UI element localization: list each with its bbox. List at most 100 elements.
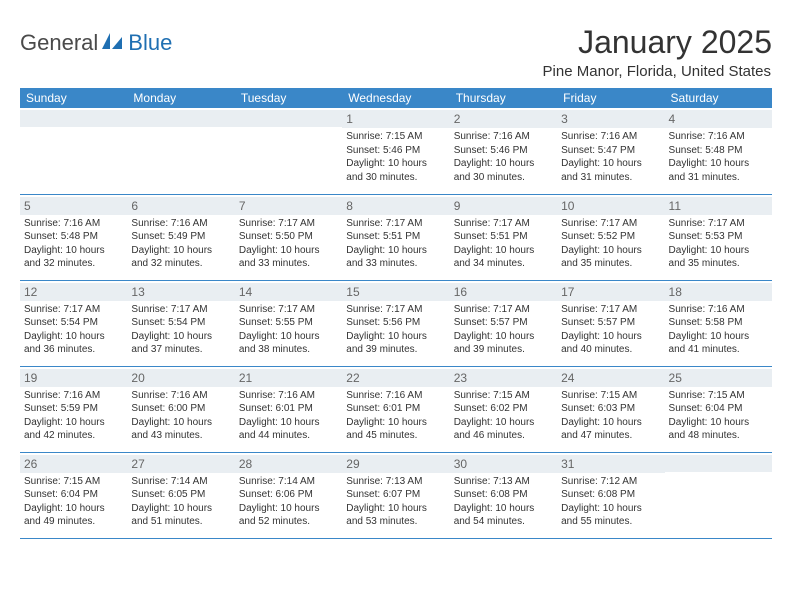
day-details: Sunrise: 7:16 AMSunset: 6:01 PMDaylight:… [346, 389, 445, 443]
page-title: January 2025 [578, 24, 772, 61]
day-number: 2 [450, 110, 557, 128]
calendar-day-cell: 15 Sunrise: 7:17 AMSunset: 5:56 PMDayligh… [342, 280, 449, 366]
calendar-day-cell: 17Sunrise: 7:17 AMSunset: 5:57 PMDayligh… [557, 280, 664, 366]
location-text: Pine Manor, Florida, United States [20, 63, 772, 80]
day-details: Sunrise: 7:16 AMSunset: 5:59 PMDaylight:… [24, 389, 123, 443]
calendar-day-cell: 22 Sunrise: 7:16 AMSunset: 6:01 PMDayligh… [342, 366, 449, 452]
day-number: 13 [127, 283, 234, 301]
calendar-day-cell: 10Sunrise: 7:17 AMSunset: 5:52 PMDayligh… [557, 194, 664, 280]
day-number: 6 [127, 197, 234, 215]
day-details: Sunrise: 7:17 AMSunset: 5:55 PMDaylight:… [239, 303, 338, 357]
calendar-day-cell: 21Sunrise: 7:16 AMSunset: 6:01 PMDayligh… [235, 366, 342, 452]
calendar-week-row: 12Sunrise: 7:17 AMSunset: 5:54 PMDayligh… [20, 280, 772, 366]
calendar-day-cell: 13 Sunrise: 7:17 AMSunset: 5:54 PMDayligh… [127, 280, 234, 366]
day-details: Sunrise: 7:17 AMSunset: 5:54 PMDaylight:… [24, 303, 123, 357]
day-details: Sunrise: 7:15 AMSunset: 5:46 PMDaylight:… [346, 130, 445, 184]
calendar-week-row: 5 Sunrise: 7:16 AMSunset: 5:48 PMDaylight… [20, 194, 772, 280]
weekday-header: Tuesday [235, 88, 342, 108]
day-details: Sunrise: 7:16 AMSunset: 5:58 PMDaylight:… [669, 303, 768, 357]
weekday-header-row: Sunday Monday Tuesday Wednesday Thursday… [20, 88, 772, 108]
calendar-week-row: 1 Sunrise: 7:15 AMSunset: 5:46 PMDaylight… [20, 108, 772, 194]
logo-sail-icon [100, 31, 126, 56]
day-details: Sunrise: 7:16 AMSunset: 6:00 PMDaylight:… [131, 389, 230, 443]
calendar-day-cell: 8 Sunrise: 7:17 AMSunset: 5:51 PMDaylight… [342, 194, 449, 280]
calendar-day-cell: 12Sunrise: 7:17 AMSunset: 5:54 PMDayligh… [20, 280, 127, 366]
day-details: Sunrise: 7:15 AMSunset: 6:04 PMDaylight:… [24, 475, 123, 529]
day-number: 26 [20, 455, 127, 473]
weekday-header: Wednesday [342, 88, 449, 108]
day-number: 17 [557, 283, 664, 301]
day-details: Sunrise: 7:17 AMSunset: 5:54 PMDaylight:… [131, 303, 230, 357]
weekday-header: Saturday [665, 88, 772, 108]
day-details: Sunrise: 7:17 AMSunset: 5:52 PMDaylight:… [561, 217, 660, 271]
calendar-day-cell: 27Sunrise: 7:14 AMSunset: 6:05 PMDayligh… [127, 452, 234, 538]
day-number: 8 [342, 197, 449, 215]
day-number: 25 [665, 369, 772, 387]
day-number: 7 [235, 197, 342, 215]
calendar-day-cell [20, 108, 127, 194]
day-details: Sunrise: 7:14 AMSunset: 6:05 PMDaylight:… [131, 475, 230, 529]
day-details: Sunrise: 7:16 AMSunset: 5:48 PMDaylight:… [24, 217, 123, 271]
day-details: Sunrise: 7:15 AMSunset: 6:04 PMDaylight:… [669, 389, 768, 443]
calendar-day-cell: 5 Sunrise: 7:16 AMSunset: 5:48 PMDaylight… [20, 194, 127, 280]
day-details: Sunrise: 7:17 AMSunset: 5:57 PMDaylight:… [454, 303, 553, 357]
calendar-day-cell: 11Sunrise: 7:17 AMSunset: 5:53 PMDayligh… [665, 194, 772, 280]
day-number: 5 [20, 197, 127, 215]
day-details: Sunrise: 7:17 AMSunset: 5:50 PMDaylight:… [239, 217, 338, 271]
calendar-page: General Blue January 2025 Pine Manor, Fl… [0, 0, 792, 539]
day-details: Sunrise: 7:17 AMSunset: 5:51 PMDaylight:… [454, 217, 553, 271]
calendar-day-cell: 28Sunrise: 7:14 AMSunset: 6:06 PMDayligh… [235, 452, 342, 538]
day-number: 20 [127, 369, 234, 387]
calendar-day-cell: 7 Sunrise: 7:17 AMSunset: 5:50 PMDaylight… [235, 194, 342, 280]
day-details: Sunrise: 7:17 AMSunset: 5:51 PMDaylight:… [346, 217, 445, 271]
weekday-header: Sunday [20, 88, 127, 108]
calendar-week-row: 19 Sunrise: 7:16 AMSunset: 5:59 PMDayligh… [20, 366, 772, 452]
day-details: Sunrise: 7:17 AMSunset: 5:56 PMDaylight:… [346, 303, 445, 357]
day-details: Sunrise: 7:16 AMSunset: 6:01 PMDaylight:… [239, 389, 338, 443]
header-row: General Blue January 2025 [20, 24, 772, 61]
day-details: Sunrise: 7:16 AMSunset: 5:48 PMDaylight:… [669, 130, 768, 184]
weekday-header: Friday [557, 88, 664, 108]
day-number: 19 [20, 369, 127, 387]
empty-day-header [127, 110, 234, 127]
calendar-day-cell: 16 Sunrise: 7:17 AMSunset: 5:57 PMDayligh… [450, 280, 557, 366]
day-details: Sunrise: 7:15 AMSunset: 6:02 PMDaylight:… [454, 389, 553, 443]
calendar-day-cell [127, 108, 234, 194]
day-number: 29 [342, 455, 449, 473]
weekday-header: Monday [127, 88, 234, 108]
day-number: 9 [450, 197, 557, 215]
day-number: 30 [450, 455, 557, 473]
calendar-day-cell: 4 Sunrise: 7:16 AMSunset: 5:48 PMDaylight… [665, 108, 772, 194]
logo-text-general: General [20, 30, 98, 56]
calendar-day-cell: 25 Sunrise: 7:15 AMSunset: 6:04 PMDayligh… [665, 366, 772, 452]
day-number: 31 [557, 455, 664, 473]
calendar-day-cell: 20 Sunrise: 7:16 AMSunset: 6:00 PMDayligh… [127, 366, 234, 452]
calendar-day-cell: 18 Sunrise: 7:16 AMSunset: 5:58 PMDayligh… [665, 280, 772, 366]
day-number: 11 [665, 197, 772, 215]
day-details: Sunrise: 7:15 AMSunset: 6:03 PMDaylight:… [561, 389, 660, 443]
calendar-day-cell [235, 108, 342, 194]
day-number: 14 [235, 283, 342, 301]
day-number: 18 [665, 283, 772, 301]
day-number: 15 [342, 283, 449, 301]
day-number: 22 [342, 369, 449, 387]
day-number: 23 [450, 369, 557, 387]
calendar-day-cell [665, 452, 772, 538]
calendar-week-row: 26 Sunrise: 7:15 AMSunset: 6:04 PMDayligh… [20, 452, 772, 538]
calendar-day-cell: 6 Sunrise: 7:16 AMSunset: 5:49 PMDaylight… [127, 194, 234, 280]
day-details: Sunrise: 7:16 AMSunset: 5:49 PMDaylight:… [131, 217, 230, 271]
day-number: 16 [450, 283, 557, 301]
logo: General Blue [20, 24, 172, 56]
calendar-day-cell: 31Sunrise: 7:12 AMSunset: 6:08 PMDayligh… [557, 452, 664, 538]
day-details: Sunrise: 7:16 AMSunset: 5:46 PMDaylight:… [454, 130, 553, 184]
day-number: 1 [342, 110, 449, 128]
day-details: Sunrise: 7:13 AMSunset: 6:08 PMDaylight:… [454, 475, 553, 529]
day-number: 4 [665, 110, 772, 128]
day-details: Sunrise: 7:16 AMSunset: 5:47 PMDaylight:… [561, 130, 660, 184]
day-details: Sunrise: 7:14 AMSunset: 6:06 PMDaylight:… [239, 475, 338, 529]
calendar-day-cell: 2 Sunrise: 7:16 AMSunset: 5:46 PMDaylight… [450, 108, 557, 194]
day-details: Sunrise: 7:13 AMSunset: 6:07 PMDaylight:… [346, 475, 445, 529]
empty-day-header [20, 110, 127, 127]
title-block: January 2025 [578, 24, 772, 61]
calendar-table: Sunday Monday Tuesday Wednesday Thursday… [20, 88, 772, 539]
